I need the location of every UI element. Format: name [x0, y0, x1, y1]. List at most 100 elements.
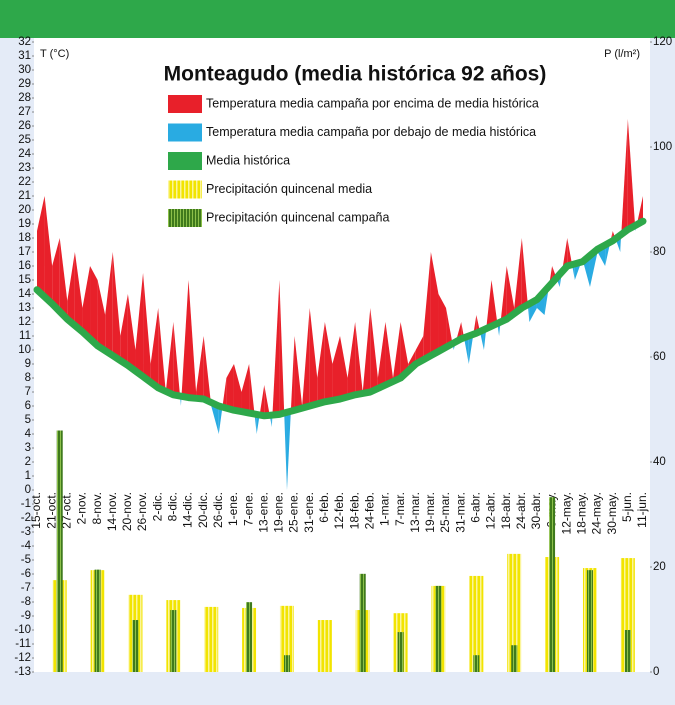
x-tick-label: 14-nov.: [105, 492, 119, 531]
precipitation-bar: [587, 570, 593, 672]
x-tick-label: 26-nov.: [135, 492, 149, 531]
y2-tick-label: 60: [653, 351, 666, 363]
x-tick-label: 25-mar.: [438, 492, 452, 533]
y-tick-label: 20: [18, 204, 31, 216]
precipitation-bar: [473, 655, 479, 672]
x-tick-label: 30-may.: [605, 492, 619, 534]
x-tick-label: 15-oct.: [29, 492, 43, 529]
y-tick-label: 1: [25, 470, 31, 482]
x-tick-label: 18-feb.: [347, 492, 361, 529]
y-tick-label: 10: [18, 344, 31, 356]
y-tick-label: 22: [18, 176, 31, 188]
y-tick-label: 31: [18, 50, 31, 62]
x-tick-label: 5-jun.: [620, 492, 634, 522]
x-tick-label: 24-abr.: [514, 492, 528, 529]
x-tick-label: 13-ene.: [256, 492, 270, 533]
legend-swatch: [168, 181, 202, 199]
precipitation-bar: [57, 431, 63, 673]
x-tick-label: 30-abr.: [529, 492, 543, 529]
y-axis-title: T (°C): [40, 48, 69, 60]
legend-swatch: [168, 152, 202, 170]
x-tick-label: 24-may.: [590, 492, 604, 534]
x-tick-label: 19-mar.: [423, 492, 437, 533]
y-tick-label: -6: [21, 568, 31, 580]
precipitation-bar: [360, 574, 366, 672]
legend-label: Precipitación quincenal campaña: [206, 210, 389, 224]
y-tick-label: -5: [21, 554, 31, 566]
temperature-area: [90, 266, 98, 346]
y-tick-label: 14: [18, 288, 31, 300]
legend-swatch: [168, 124, 202, 142]
y2-tick-label: 20: [653, 561, 666, 573]
y-tick-label: -10: [14, 624, 31, 636]
y-tick-label: -8: [21, 596, 31, 608]
x-tick-label: 24-feb.: [362, 492, 376, 529]
x-tick-label: 1-ene.: [226, 492, 240, 526]
x-tick-label: 25-ene.: [287, 492, 301, 533]
x-tick-label: 12-abr.: [484, 492, 498, 529]
y-tick-label: 19: [18, 218, 31, 230]
y-tick-label: 7: [25, 386, 31, 398]
y-tick-label: -4: [21, 540, 32, 552]
x-tick-label: 12-may.: [559, 492, 573, 534]
y-tick-label: 12: [18, 316, 31, 328]
y2-tick-label: 40: [653, 456, 666, 468]
precipitation-bar: [398, 632, 404, 672]
legend-label: Precipitación quincenal media: [206, 182, 372, 196]
y-tick-label: 11: [19, 330, 31, 342]
precipitation-bar: [284, 655, 290, 672]
y-tick-label: 28: [18, 92, 31, 104]
x-tick-label: 8-nov.: [90, 492, 104, 524]
y2-tick-label: 120: [653, 36, 672, 48]
precipitation-bar: [204, 607, 218, 672]
y-tick-label: 24: [18, 148, 31, 160]
y-tick-label: 32: [18, 36, 31, 48]
legend-swatch: [168, 95, 202, 113]
precipitation-bar: [132, 620, 138, 672]
header-band: [0, 0, 675, 38]
x-tick-label: 8-dic.: [166, 492, 180, 521]
y-tick-label: 5: [25, 414, 31, 426]
legend-swatch: [168, 209, 202, 227]
y-tick-label: 23: [18, 162, 31, 174]
chart-title: Monteagudo (media histórica 92 años): [164, 63, 547, 86]
x-tick-label: 31-ene.: [302, 492, 316, 533]
x-tick-label: 26-dic.: [211, 492, 225, 528]
x-tick-label: 14-dic.: [181, 492, 195, 528]
y-tick-label: 18: [18, 232, 31, 244]
x-tick-label: 7-ene.: [241, 492, 255, 526]
x-tick-label: 6-abr.: [469, 492, 483, 523]
precipitation-bar: [549, 497, 555, 672]
x-tick-label: 1-mar.: [378, 492, 392, 526]
precipitation-bar: [95, 570, 101, 672]
legend-label: Media histórica: [206, 153, 290, 167]
y-tick-label: 26: [18, 120, 31, 132]
y-tick-label: 8: [25, 372, 31, 384]
y-tick-label: -13: [14, 666, 31, 678]
x-tick-label: 20-dic.: [196, 492, 210, 528]
x-tick-label: 20-nov.: [120, 492, 134, 531]
x-tick-label: 21-oct.: [44, 492, 58, 529]
precipitation-bar: [318, 620, 332, 672]
y-tick-label: 4: [25, 428, 32, 440]
x-tick-label: 2-dic.: [150, 492, 164, 521]
y-tick-label: 29: [18, 78, 31, 90]
x-tick-label: 12-feb.: [332, 492, 346, 529]
x-tick-label: 2-nov.: [75, 492, 89, 524]
x-tick-label: 18-abr.: [499, 492, 513, 529]
y-tick-label: -9: [21, 610, 31, 622]
x-tick-label: 11-jun.: [635, 492, 649, 528]
y2-tick-label: 0: [653, 666, 659, 678]
y-tick-label: 9: [25, 358, 31, 370]
y2-tick-label: 80: [653, 246, 666, 258]
y-tick-label: 15: [18, 274, 31, 286]
legend-label: Temperatura media campaña por debajo de …: [206, 125, 536, 139]
y-tick-label: 16: [18, 260, 31, 272]
y-tick-label: 25: [18, 134, 31, 146]
y-tick-label: 17: [18, 246, 31, 258]
y-tick-label: 13: [18, 302, 31, 314]
x-tick-label: 18-may.: [575, 492, 589, 534]
y-tick-label: 6: [25, 400, 31, 412]
